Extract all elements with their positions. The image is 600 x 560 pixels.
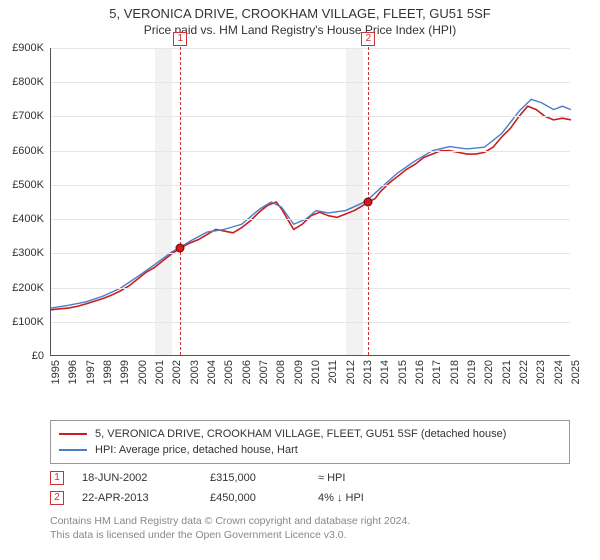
event-number-box: 1 <box>50 471 64 485</box>
footnote-line-2: This data is licensed under the Open Gov… <box>50 528 570 542</box>
x-tick-label: 2008 <box>275 360 287 384</box>
legend-box: 5, VERONICA DRIVE, CROOKHAM VILLAGE, FLE… <box>50 420 570 464</box>
y-tick-label: £200K <box>12 282 44 294</box>
x-tick-label: 2015 <box>397 360 409 384</box>
x-tick-label: 2021 <box>501 360 513 384</box>
x-tick-label: 1997 <box>85 360 97 384</box>
y-tick-label: £300K <box>12 247 44 259</box>
x-tick-label: 2010 <box>310 360 322 384</box>
chart-title: 5, VERONICA DRIVE, CROOKHAM VILLAGE, FLE… <box>0 0 600 21</box>
x-tick-label: 2025 <box>570 360 582 384</box>
x-tick-label: 1998 <box>102 360 114 384</box>
legend-item: HPI: Average price, detached house, Hart <box>59 442 561 458</box>
y-tick-label: £400K <box>12 213 44 225</box>
x-tick-label: 1996 <box>67 360 79 384</box>
legend-swatch <box>59 433 87 435</box>
x-tick-label: 2022 <box>518 360 530 384</box>
event-date: 22-APR-2013 <box>82 492 192 504</box>
y-tick-label: £100K <box>12 316 44 328</box>
plot-area: 12 <box>50 48 570 356</box>
x-tick-label: 2019 <box>466 360 478 384</box>
x-tick-label: 2000 <box>137 360 149 384</box>
legend-swatch <box>59 449 87 451</box>
x-tick-label: 2006 <box>241 360 253 384</box>
y-tick-label: £800K <box>12 76 44 88</box>
x-axis-labels: 1995 1996 1997 1998 1999 2000 2001 2002 2003 2004… <box>50 356 570 414</box>
legend-label: 5, VERONICA DRIVE, CROOKHAM VILLAGE, FLE… <box>95 428 506 440</box>
y-tick-label: £600K <box>12 145 44 157</box>
y-tick-label: £700K <box>12 110 44 122</box>
event-price: £450,000 <box>210 492 300 504</box>
event-marker-label: 1 <box>173 32 187 46</box>
event-row: 1 18-JUN-2002 £315,000 ≈ HPI <box>50 468 570 488</box>
x-tick-label: 2014 <box>379 360 391 384</box>
event-dot <box>364 198 373 207</box>
x-tick-label: 2002 <box>171 360 183 384</box>
x-tick-label: 2009 <box>293 360 305 384</box>
x-tick-label: 2005 <box>223 360 235 384</box>
y-tick-label: £900K <box>12 42 44 54</box>
event-marker-label: 2 <box>361 32 375 46</box>
x-tick-label: 2016 <box>414 360 426 384</box>
events-table: 1 18-JUN-2002 £315,000 ≈ HPI 2 22-APR-2013 £45… <box>50 468 570 508</box>
x-tick-label: 1999 <box>119 360 131 384</box>
x-tick-label: 2017 <box>431 360 443 384</box>
y-axis-labels: £0£100K£200K£300K£400K£500K£600K£700K£80… <box>0 48 48 356</box>
chart-lines <box>51 48 571 356</box>
x-tick-label: 2012 <box>345 360 357 384</box>
x-tick-label: 2003 <box>189 360 201 384</box>
event-delta: ≈ HPI <box>318 472 408 484</box>
chart-subtitle: Price paid vs. HM Land Registry's House … <box>0 21 600 41</box>
legend-label: HPI: Average price, detached house, Hart <box>95 444 298 456</box>
x-tick-label: 2013 <box>362 360 374 384</box>
x-tick-label: 2007 <box>258 360 270 384</box>
y-tick-label: £0 <box>32 350 44 362</box>
x-tick-label: 2001 <box>154 360 166 384</box>
footnote: Contains HM Land Registry data © Crown c… <box>50 514 570 542</box>
x-tick-label: 2020 <box>483 360 495 384</box>
x-tick-label: 2024 <box>553 360 565 384</box>
x-tick-label: 2011 <box>327 360 339 384</box>
y-tick-label: £500K <box>12 179 44 191</box>
event-dot <box>176 244 185 253</box>
event-date: 18-JUN-2002 <box>82 472 192 484</box>
legend-item: 5, VERONICA DRIVE, CROOKHAM VILLAGE, FLE… <box>59 426 561 442</box>
event-price: £315,000 <box>210 472 300 484</box>
x-tick-label: 2018 <box>449 360 461 384</box>
x-tick-label: 2023 <box>535 360 547 384</box>
event-row: 2 22-APR-2013 £450,000 4% ↓ HPI <box>50 488 570 508</box>
event-number-box: 2 <box>50 491 64 505</box>
footnote-line-1: Contains HM Land Registry data © Crown c… <box>50 514 570 528</box>
event-delta: 4% ↓ HPI <box>318 492 408 504</box>
x-tick-label: 1995 <box>50 360 62 384</box>
x-tick-label: 2004 <box>206 360 218 384</box>
